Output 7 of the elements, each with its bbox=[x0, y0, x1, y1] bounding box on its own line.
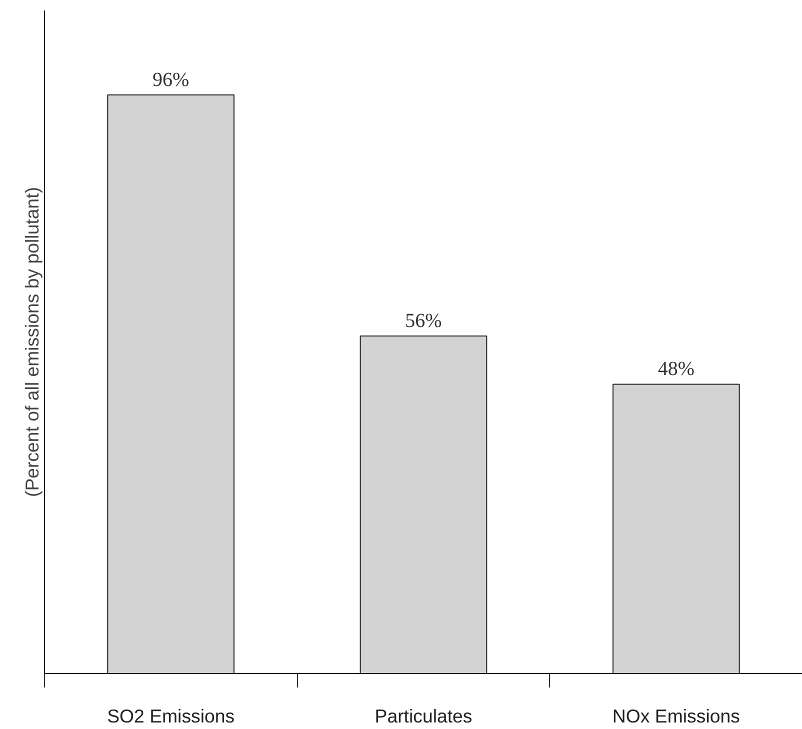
y-axis-title: (Percent of all emissions by pollutant) bbox=[22, 186, 42, 498]
data-label: 56% bbox=[405, 310, 442, 332]
data-label: 96% bbox=[152, 68, 190, 91]
x-tick-label: SO2 Emissions bbox=[107, 706, 235, 726]
data-label: 48% bbox=[658, 358, 695, 380]
x-tick-label: NOx Emissions bbox=[612, 706, 740, 726]
x-tick-label: Particulates bbox=[374, 706, 472, 726]
